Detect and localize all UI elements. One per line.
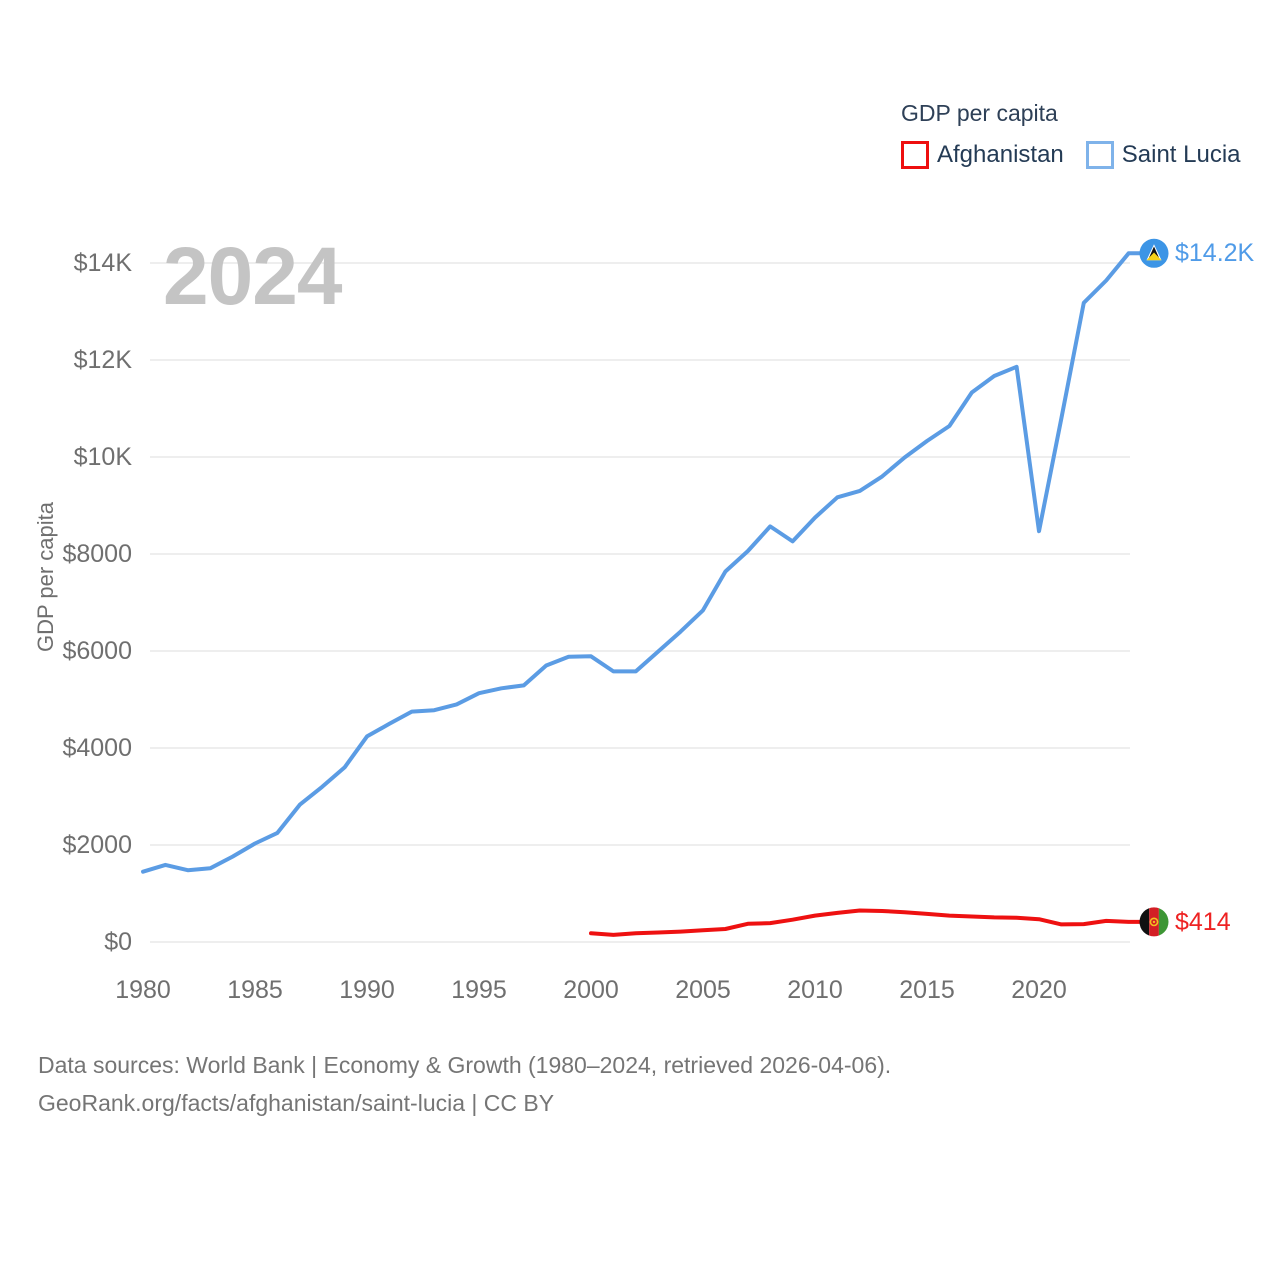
x-tick-2005: 2005 xyxy=(675,976,731,1004)
x-tick-2000: 2000 xyxy=(563,976,619,1004)
saint-lucia-end-label: $14.2K xyxy=(1175,239,1255,267)
legend-item-saint-lucia[interactable]: Saint Lucia xyxy=(1121,141,1241,168)
y-tick-0: $0 xyxy=(104,928,132,956)
legend: GDP per capita Afghanistan Saint Lucia xyxy=(901,100,1241,169)
afghanistan-flag-icon xyxy=(1139,907,1169,937)
y-axis-title: GDP per capita xyxy=(33,502,58,653)
x-tick-1985: 1985 xyxy=(227,976,283,1004)
watermark-year: 2024 xyxy=(163,231,342,322)
legend-title: GDP per capita xyxy=(901,100,1058,126)
source-line-1: Data sources: World Bank | Economy & Gro… xyxy=(38,1052,892,1078)
line-afghanistan xyxy=(589,908,1143,937)
afghanistan-end-label: $414 xyxy=(1175,908,1231,936)
source-line-2: GeoRank.org/facts/afghanistan/saint-luci… xyxy=(38,1090,555,1116)
y-tick-8000: $8000 xyxy=(62,540,132,568)
saint-lucia-flag-icon xyxy=(1139,238,1169,268)
x-tick-2010: 2010 xyxy=(787,976,843,1004)
y-tick-4000: $4000 xyxy=(62,734,132,762)
line-saint-lucia xyxy=(141,251,1143,874)
y-tick-10k: $10K xyxy=(73,443,132,471)
y-tick-2000: $2000 xyxy=(62,831,132,859)
saint-lucia-swatch-icon[interactable] xyxy=(1085,141,1114,169)
legend-item-afghanistan[interactable]: Afghanistan xyxy=(937,141,1064,168)
source-attribution: Data sources: World Bank | Economy & Gro… xyxy=(38,1046,891,1122)
x-tick-1995: 1995 xyxy=(451,976,507,1004)
x-tick-1980: 1980 xyxy=(115,976,171,1004)
x-tick-2020: 2020 xyxy=(1011,976,1067,1004)
y-tick-12k: $12K xyxy=(73,346,132,374)
x-tick-1990: 1990 xyxy=(339,976,395,1004)
x-tick-2015: 2015 xyxy=(899,976,955,1004)
legend-row: Afghanistan Saint Lucia xyxy=(901,141,1241,169)
afghanistan-swatch-icon[interactable] xyxy=(901,141,929,169)
y-tick-6000: $6000 xyxy=(62,637,132,665)
y-tick-14k: $14K xyxy=(73,249,132,277)
gridlines xyxy=(150,262,1130,943)
